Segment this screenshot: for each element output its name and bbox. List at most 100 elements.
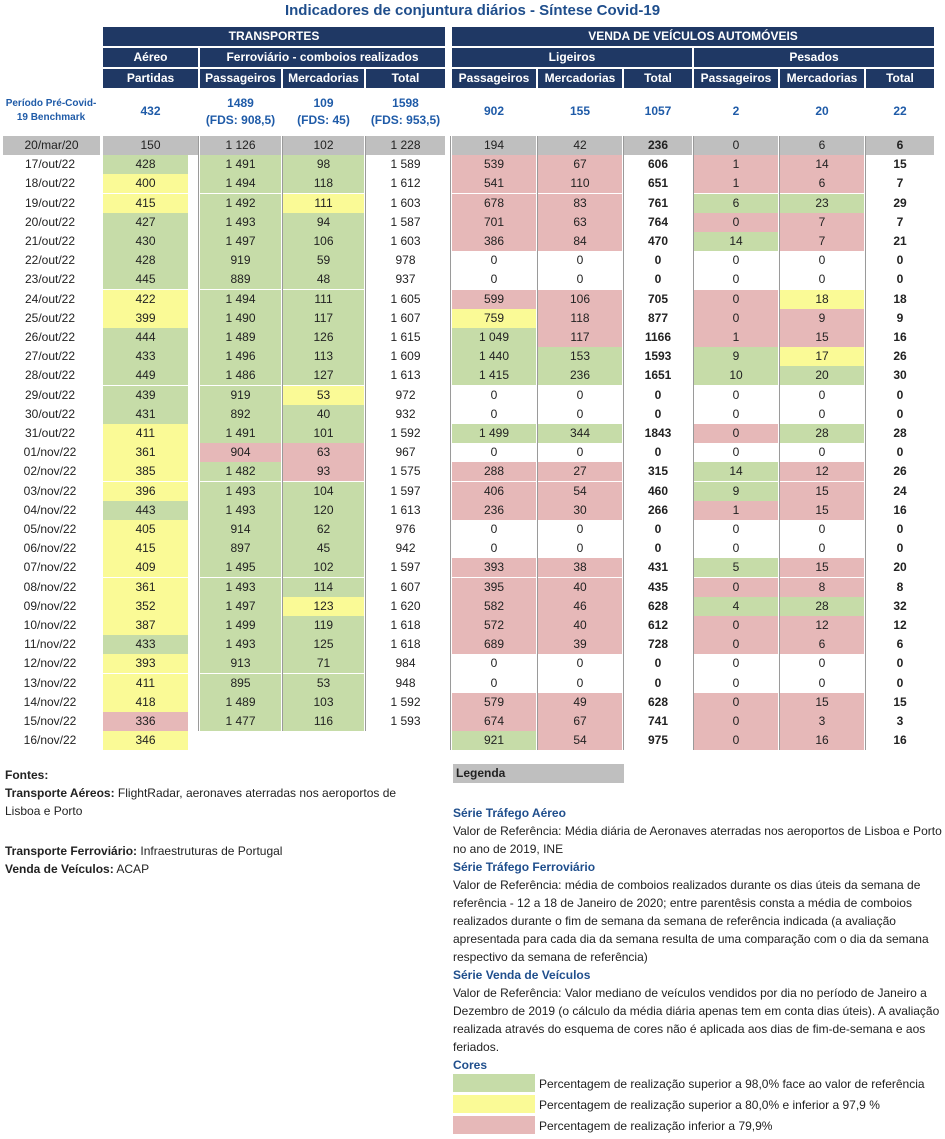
row-date: 09/nov/22 [23,598,77,613]
cell-col-0: 415 [103,539,188,559]
cell-col-3: 937 [395,272,416,287]
cell-col-6: 612 [647,618,669,632]
legend-cores-title: Cores [453,1058,488,1072]
cell-col-4: 0 [490,656,498,671]
cell-col-8: 7 [780,212,864,232]
cell-col-3: 1 603 [390,195,421,210]
cell-col-7: 5 [694,558,778,578]
cell-col-5: 30 [538,500,622,520]
cell-col-0: 411 [103,424,188,443]
table-row: 23/out/22 445 889 48 937 0 0 0 0 0 0 [0,270,945,290]
cell-col-8: 0 [818,253,826,268]
cell-col-0: 430 [103,232,188,251]
cell-col-1: 1 491 [200,155,281,175]
cell-col-8: 7 [780,232,864,251]
legend-yellow-swatch [453,1095,535,1113]
cell-col-5: 110 [538,174,622,194]
cell-col-1: 1 493 [200,500,281,520]
table-row: 27/out/22 433 1 496 113 1 609 1 440 153 1593 9 17… [0,347,945,367]
row-date: 17/out/22 [24,157,76,172]
cell-col-6: 741 [647,714,669,728]
cell-col-5: 117 [538,328,622,347]
table-row: 10/nov/22 387 1 499 119 1 618 572 40 612 0 12 12 [0,616,945,635]
cell-col-6: 470 [647,234,669,248]
table-row: 18/out/22 400 1 494 118 1 612 541 110 651 1 6 7 [0,174,945,194]
cell-col-5: 118 [538,308,622,328]
cell-col-1: 919 [200,251,281,271]
cell-col-9: 6 [896,637,904,652]
header-pes-mercadorias: Mercadorias [780,69,864,88]
column-divider [693,136,694,751]
table-row: 11/nov/22 433 1 493 125 1 618 689 39 728 0 6 6 [0,635,945,655]
cell-col-8: 15 [780,328,864,347]
cell-col-7: 9 [694,481,778,501]
source-ferro-label: Transporte Ferroviário: [5,844,138,858]
legend-veic-text: Valor de Referência: Valor mediano de ve… [453,986,940,1054]
cell-col-3: 1 587 [390,214,421,229]
cell-col-2: 117 [283,308,364,328]
table-row: 26/out/22 444 1 489 126 1 615 1 049 117 1166 1 15… [0,328,945,347]
cell-col-5: 236 [538,366,622,386]
cell-col-6: 0 [654,387,662,402]
cell-col-0: 427 [103,212,188,232]
cell-col-1: 1 493 [200,577,281,597]
cell-col-2: 40 [283,404,364,424]
header-pes-passageiros: Passageiros [694,69,778,88]
cell-col-3: 1 607 [390,310,421,325]
cell-col-9: 12 [893,618,907,632]
cell-col-3: 1 575 [390,464,421,479]
cell-col-2 [283,731,364,750]
cell-col-6: 435 [647,579,669,594]
cell-col-4: 0 [490,253,498,268]
cell-col-5: 54 [538,731,622,751]
column-divider [623,136,624,751]
cell-col-6: 1166 [644,330,672,344]
table-row: 30/out/22 431 892 40 932 0 0 0 0 0 0 [0,404,945,424]
cell-col-2: 62 [283,520,364,539]
cell-col-5: 83 [538,193,622,213]
cell-col-7: 0 [732,445,740,460]
cell-col-1: 1 126 [200,136,281,155]
cell-col-0: 346 [103,731,188,751]
row-date: 08/nov/22 [23,579,77,594]
cell-col-2: 94 [283,212,364,232]
cell-col-9: 0 [896,387,904,402]
cell-col-8: 6 [780,635,864,655]
bench-ferro-pass: 1489 [227,96,254,110]
cell-col-8: 6 [780,136,864,155]
cell-col-0: 445 [103,270,188,290]
cell-col-7: 9 [694,347,778,367]
cell-col-1: 889 [200,270,281,290]
cell-col-5: 40 [538,577,622,597]
cell-col-1: 919 [200,385,281,405]
cell-col-2: 71 [283,654,364,674]
cell-col-5: 84 [538,232,622,251]
table-row: 22/out/22 428 919 59 978 0 0 0 0 0 0 [0,251,945,271]
row-date: 12/nov/22 [23,656,77,671]
cell-col-1: 913 [200,654,281,674]
cell-col-6: 315 [647,464,669,479]
cell-col-9: 0 [896,445,904,460]
cell-col-4: 921 [452,731,536,751]
cell-col-3: 1 620 [390,598,421,613]
cell-col-9: 28 [893,426,907,440]
cell-col-6: 761 [647,195,669,210]
cell-col-1: 904 [200,443,281,463]
cell-col-2: 103 [283,692,364,712]
bench-lig-pass: 902 [483,104,505,118]
cell-col-1: 1 497 [200,232,281,251]
cell-col-0: 361 [103,577,188,597]
cell-col-7: 0 [694,424,778,443]
cell-col-8: 0 [818,445,826,460]
table-row: 03/nov/22 396 1 493 104 1 597 406 54 460 9 15 24 [0,481,945,501]
bench-ferro-merc: 109 [313,96,334,110]
bench-lig-total: 1057 [644,104,672,118]
cell-col-1: 1 496 [200,347,281,367]
cell-col-7: 14 [694,232,778,251]
cell-col-9: 0 [896,541,904,556]
row-date: 25/out/22 [24,310,76,325]
cell-col-9: 30 [893,368,907,383]
cell-col-9: 15 [893,694,907,709]
cell-col-1: 914 [200,520,281,539]
cell-col-2: 113 [283,347,364,367]
